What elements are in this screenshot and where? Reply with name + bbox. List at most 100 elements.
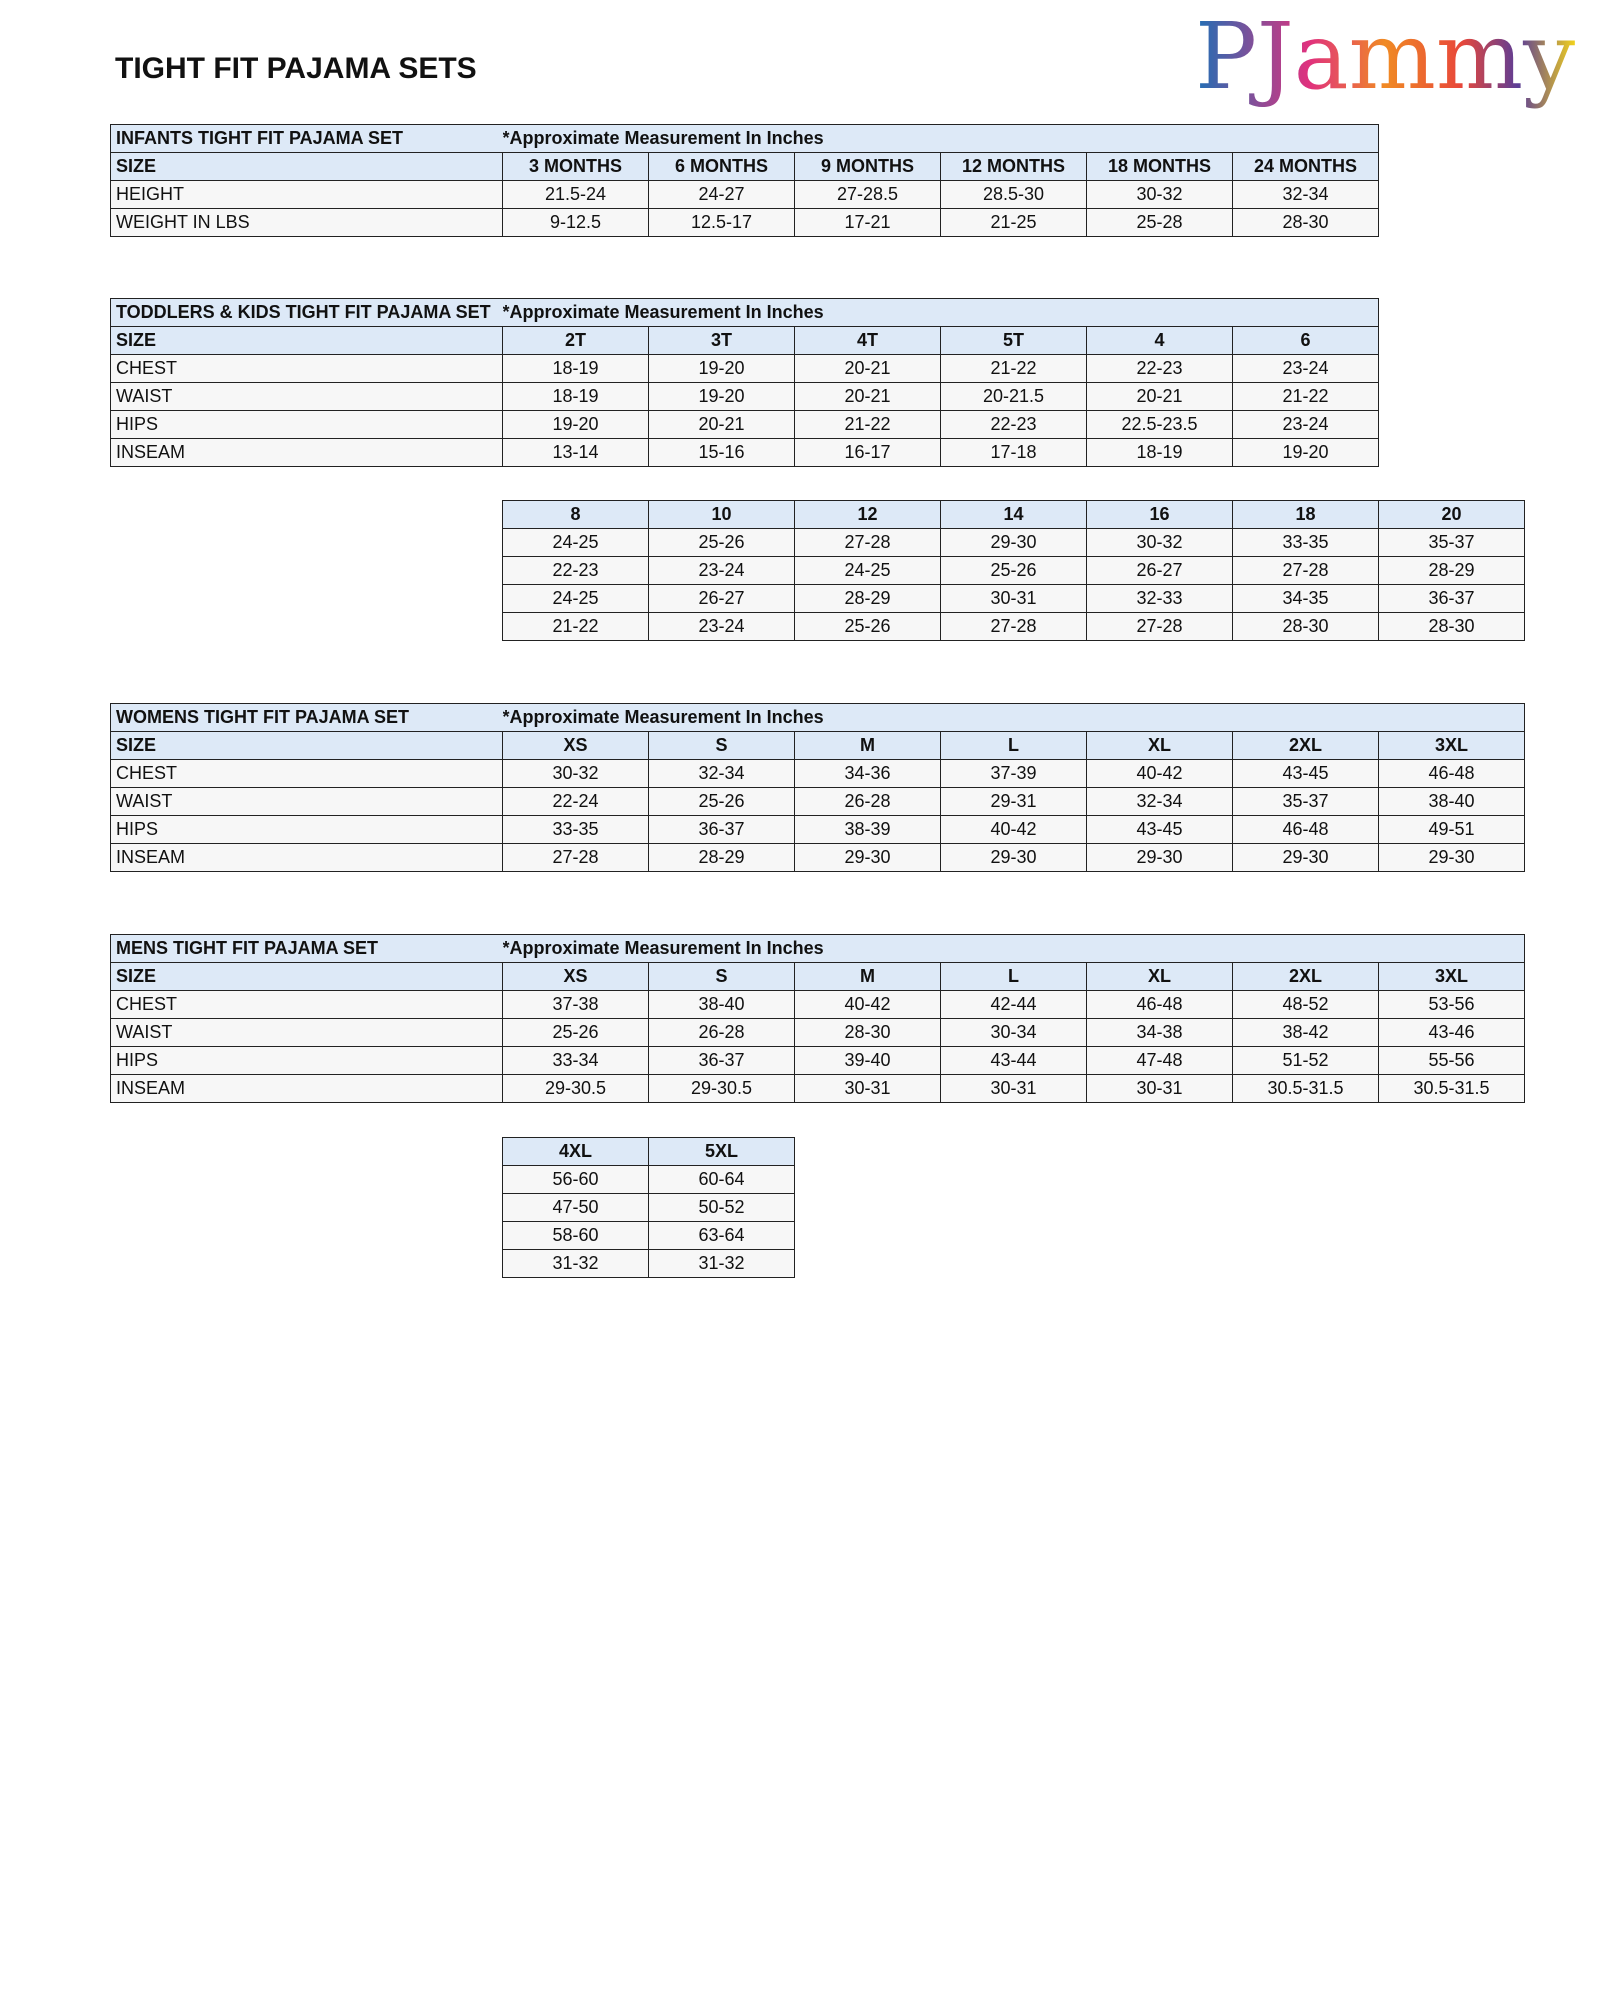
row-label: CHEST bbox=[110, 759, 503, 788]
cell: 43-46 bbox=[1378, 1018, 1525, 1047]
cell: 35-37 bbox=[1378, 528, 1525, 557]
size-table: INFANTS TIGHT FIT PAJAMA SET *Approximate… bbox=[110, 124, 1379, 237]
data-row: CHEST 37-38 38-40 40-42 42-44 46-48 48-52 53-56 bbox=[110, 990, 1525, 1019]
cell: 32-34 bbox=[648, 759, 795, 788]
header-cell: SIZE bbox=[110, 152, 503, 181]
cell: 29-30 bbox=[1232, 843, 1379, 872]
cell: 21.5-24 bbox=[502, 180, 649, 209]
cell: 27-28 bbox=[1232, 556, 1379, 585]
table-title: INFANTS TIGHT FIT PAJAMA SET bbox=[110, 124, 503, 153]
cell: 15-16 bbox=[648, 438, 795, 467]
header-cell: 18 bbox=[1232, 500, 1379, 529]
cell: 13-14 bbox=[502, 438, 649, 467]
cell: 40-42 bbox=[794, 990, 941, 1019]
cell: 28-30 bbox=[1232, 612, 1379, 641]
header-cell: S bbox=[648, 731, 795, 760]
cell: 28-30 bbox=[794, 1018, 941, 1047]
cell: 38-39 bbox=[794, 815, 941, 844]
header-cell: 8 bbox=[502, 500, 649, 529]
header-row: 4XL 5XL bbox=[502, 1137, 795, 1166]
cell: 32-34 bbox=[1232, 180, 1379, 209]
cell: 28-30 bbox=[1232, 208, 1379, 237]
cell: 38-40 bbox=[648, 990, 795, 1019]
page-title: TIGHT FIT PAJAMA SETS bbox=[115, 52, 477, 85]
cell: 26-27 bbox=[648, 584, 795, 613]
cell: 25-26 bbox=[648, 787, 795, 816]
header-cell: XS bbox=[502, 962, 649, 991]
header-cell: 16 bbox=[1086, 500, 1233, 529]
cell: 60-64 bbox=[648, 1165, 795, 1194]
row-label: HIPS bbox=[110, 410, 503, 439]
table-note: *Approximate Measurement In Inches bbox=[502, 124, 1379, 153]
cell: 17-18 bbox=[940, 438, 1087, 467]
cell: 55-56 bbox=[1378, 1046, 1525, 1075]
cell: 18-19 bbox=[502, 382, 649, 411]
data-row: 56-60 60-64 bbox=[502, 1165, 795, 1194]
cell: 30-32 bbox=[1086, 528, 1233, 557]
cell: 28-30 bbox=[1378, 612, 1525, 641]
cell: 49-51 bbox=[1378, 815, 1525, 844]
cell: 28.5-30 bbox=[940, 180, 1087, 209]
cell: 46-48 bbox=[1086, 990, 1233, 1019]
cell: 56-60 bbox=[502, 1165, 649, 1194]
header-cell: SIZE bbox=[110, 326, 503, 355]
caption-row: INFANTS TIGHT FIT PAJAMA SET *Approximate… bbox=[110, 124, 1379, 153]
header-cell: 20 bbox=[1378, 500, 1525, 529]
cell: 58-60 bbox=[502, 1221, 649, 1250]
header-cell: 6 bbox=[1232, 326, 1379, 355]
size-table: MENS TIGHT FIT PAJAMA SET *Approximate Me… bbox=[110, 934, 1525, 1103]
cell: 29-30 bbox=[940, 843, 1087, 872]
row-label: CHEST bbox=[110, 354, 503, 383]
cell: 30-32 bbox=[502, 759, 649, 788]
size-table: WOMENS TIGHT FIT PAJAMA SET *Approximate … bbox=[110, 703, 1525, 872]
header-row: 8 10 12 14 16 18 20 bbox=[502, 500, 1525, 529]
header-cell: 9 MONTHS bbox=[794, 152, 941, 181]
cell: 21-22 bbox=[794, 410, 941, 439]
cell: 30-32 bbox=[1086, 180, 1233, 209]
cell: 37-39 bbox=[940, 759, 1087, 788]
cell: 9-12.5 bbox=[502, 208, 649, 237]
cell: 20-21 bbox=[648, 410, 795, 439]
cell: 22-23 bbox=[940, 410, 1087, 439]
cell: 18-19 bbox=[502, 354, 649, 383]
cell: 32-34 bbox=[1086, 787, 1233, 816]
table-title: WOMENS TIGHT FIT PAJAMA SET bbox=[110, 703, 503, 732]
data-row: INSEAM 13-14 15-16 16-17 17-18 18-19 19-20 bbox=[110, 438, 1379, 467]
header-cell: 5XL bbox=[648, 1137, 795, 1166]
cell: 33-34 bbox=[502, 1046, 649, 1075]
header-row: SIZE XS S M L XL 2XL 3XL bbox=[110, 731, 1525, 760]
header-cell: 24 MONTHS bbox=[1232, 152, 1379, 181]
cell: 29-30 bbox=[1086, 843, 1233, 872]
caption-row: MENS TIGHT FIT PAJAMA SET *Approximate Me… bbox=[110, 934, 1525, 963]
data-row: HEIGHT 21.5-24 24-27 27-28.5 28.5-30 30-32 32-… bbox=[110, 180, 1379, 209]
cell: 20-21.5 bbox=[940, 382, 1087, 411]
data-row: WAIST 18-19 19-20 20-21 20-21.5 20-21 21-22 bbox=[110, 382, 1379, 411]
header-cell: S bbox=[648, 962, 795, 991]
cell: 31-32 bbox=[502, 1249, 649, 1278]
data-row: HIPS 33-34 36-37 39-40 43-44 47-48 51-52 55-56 bbox=[110, 1046, 1525, 1075]
size-table: TODDLERS & KIDS TIGHT FIT PAJAMA SET *App… bbox=[110, 298, 1379, 467]
data-row: 24-25 25-26 27-28 29-30 30-32 33-35 35-37 bbox=[502, 528, 1525, 557]
header-cell: 4XL bbox=[502, 1137, 649, 1166]
header-cell: 12 MONTHS bbox=[940, 152, 1087, 181]
cell: 23-24 bbox=[648, 612, 795, 641]
data-row: 31-32 31-32 bbox=[502, 1249, 795, 1278]
cell: 28-29 bbox=[1378, 556, 1525, 585]
cell: 26-28 bbox=[648, 1018, 795, 1047]
header-cell: 2XL bbox=[1232, 962, 1379, 991]
cell: 38-40 bbox=[1378, 787, 1525, 816]
cell: 43-45 bbox=[1232, 759, 1379, 788]
logo: PJammy bbox=[1195, 8, 1575, 110]
cell: 33-35 bbox=[1232, 528, 1379, 557]
cell: 47-48 bbox=[1086, 1046, 1233, 1075]
row-label: HIPS bbox=[110, 1046, 503, 1075]
data-row: CHEST 30-32 32-34 34-36 37-39 40-42 43-45 46-48 bbox=[110, 759, 1525, 788]
cell: 24-25 bbox=[502, 528, 649, 557]
cell: 22-23 bbox=[502, 556, 649, 585]
cell: 24-27 bbox=[648, 180, 795, 209]
cell: 29-30 bbox=[1378, 843, 1525, 872]
cell: 50-52 bbox=[648, 1193, 795, 1222]
header-row: SIZE 3 MONTHS 6 MONTHS 9 MONTHS 12 MONTHS 18 … bbox=[110, 152, 1379, 181]
caption-row: TODDLERS & KIDS TIGHT FIT PAJAMA SET *App… bbox=[110, 298, 1379, 327]
